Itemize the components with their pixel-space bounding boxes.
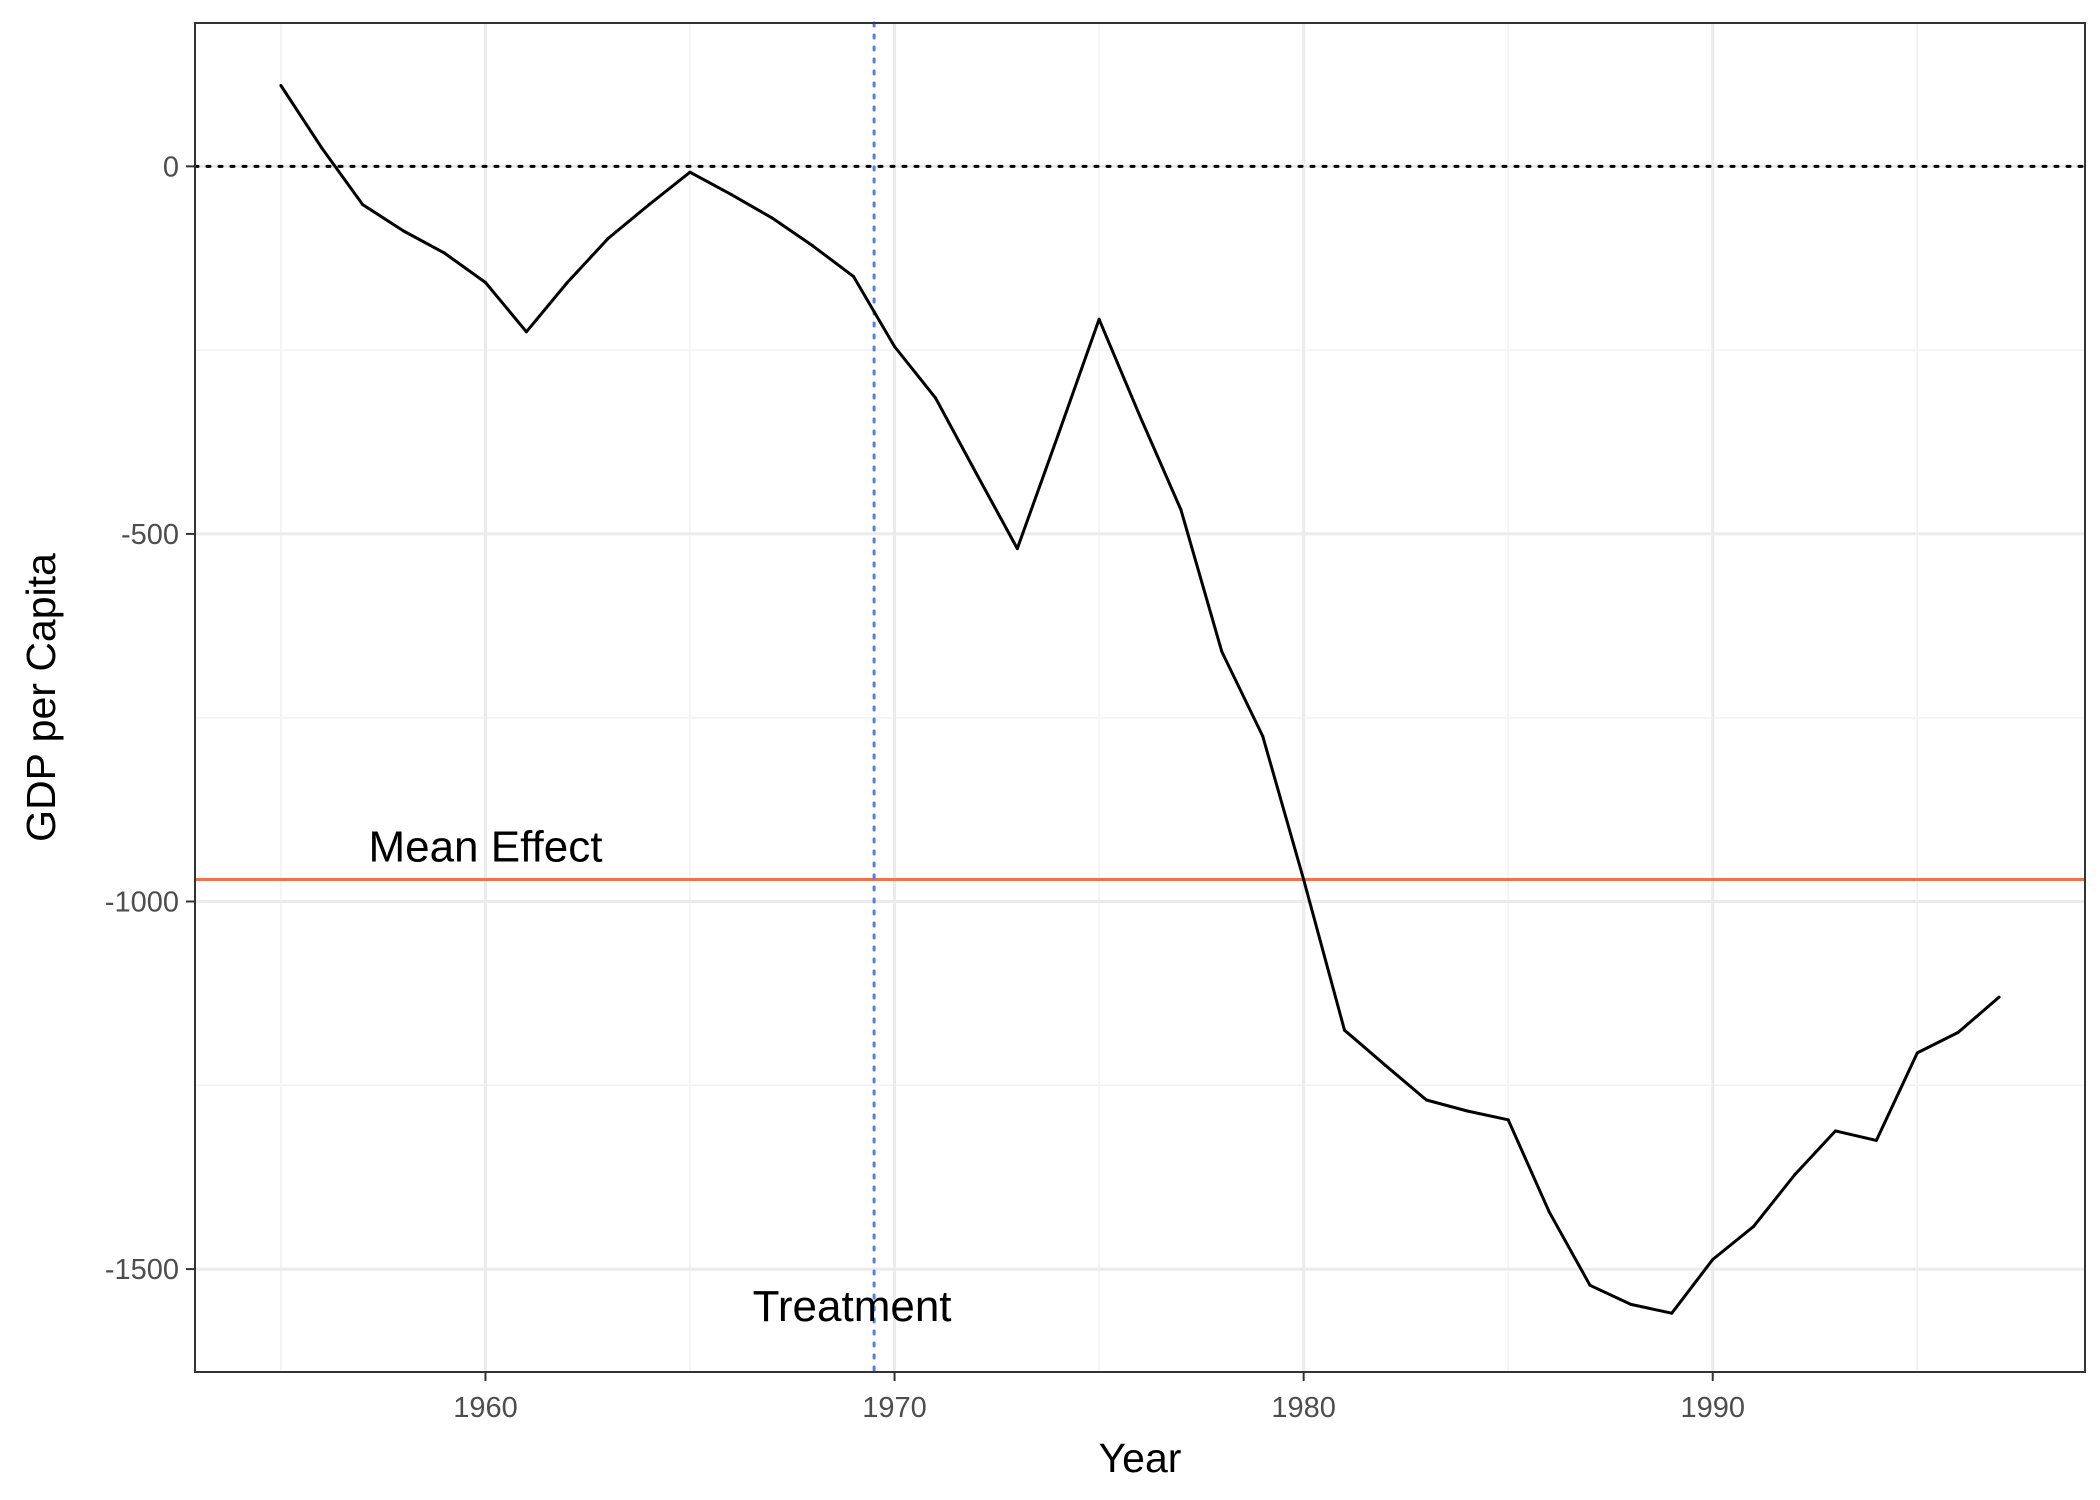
data-point xyxy=(1793,1173,1797,1177)
treatment-label: Treatment xyxy=(753,1282,952,1331)
mean-effect-label: Mean Effect xyxy=(368,822,602,871)
data-point xyxy=(1670,1311,1674,1315)
data-point xyxy=(565,281,569,285)
y-tick-label: -500 xyxy=(121,519,179,551)
data-point xyxy=(974,472,978,476)
x-tick-label: 1970 xyxy=(862,1392,927,1424)
data-point xyxy=(1138,414,1142,418)
data-point xyxy=(1997,995,2001,999)
data-point xyxy=(1015,547,1019,551)
data-point xyxy=(688,170,692,174)
x-tick-label: 1960 xyxy=(453,1392,518,1424)
y-axis-title: GDP per Capita xyxy=(18,553,64,842)
y-tick-label: -1000 xyxy=(105,887,179,919)
data-point xyxy=(1220,650,1224,654)
data-point xyxy=(1056,433,1060,437)
x-axis-title: Year xyxy=(1099,1435,1182,1481)
data-point xyxy=(361,203,365,207)
data-point xyxy=(1343,1028,1347,1032)
data-point xyxy=(1506,1118,1510,1122)
data-point xyxy=(1097,317,1101,321)
data-point xyxy=(811,244,815,248)
data-point xyxy=(770,216,774,220)
x-tick-label: 1980 xyxy=(1271,1392,1336,1424)
data-point xyxy=(1588,1283,1592,1287)
data-point xyxy=(1179,508,1183,512)
data-point xyxy=(1956,1030,1960,1034)
data-point xyxy=(1711,1258,1715,1262)
data-point xyxy=(1833,1129,1837,1133)
plot-border xyxy=(194,22,2086,1373)
data-point xyxy=(1261,734,1265,738)
data-point xyxy=(852,275,856,279)
data-point xyxy=(279,83,283,87)
data-point xyxy=(933,396,937,400)
data-point xyxy=(1424,1098,1428,1102)
data-point xyxy=(1302,877,1306,881)
data-point xyxy=(1629,1302,1633,1306)
data-point xyxy=(320,146,324,150)
data-point xyxy=(1383,1063,1387,1067)
data-point xyxy=(729,192,733,196)
data-point xyxy=(1915,1051,1919,1055)
data-point xyxy=(402,229,406,233)
plot-panel xyxy=(195,23,2085,1372)
x-tick-label: 1990 xyxy=(1680,1392,1745,1424)
y-tick-label: -1500 xyxy=(105,1254,179,1286)
data-point xyxy=(647,203,651,207)
data-point xyxy=(483,281,487,285)
data-point xyxy=(893,344,897,348)
data-point xyxy=(606,236,610,240)
data-point xyxy=(1547,1210,1551,1214)
data-point xyxy=(1874,1138,1878,1142)
data-point xyxy=(1752,1224,1756,1228)
data-point xyxy=(524,330,528,334)
y-tick-label: 0 xyxy=(163,151,179,183)
data-point xyxy=(443,251,447,255)
data-point xyxy=(1465,1109,1469,1113)
